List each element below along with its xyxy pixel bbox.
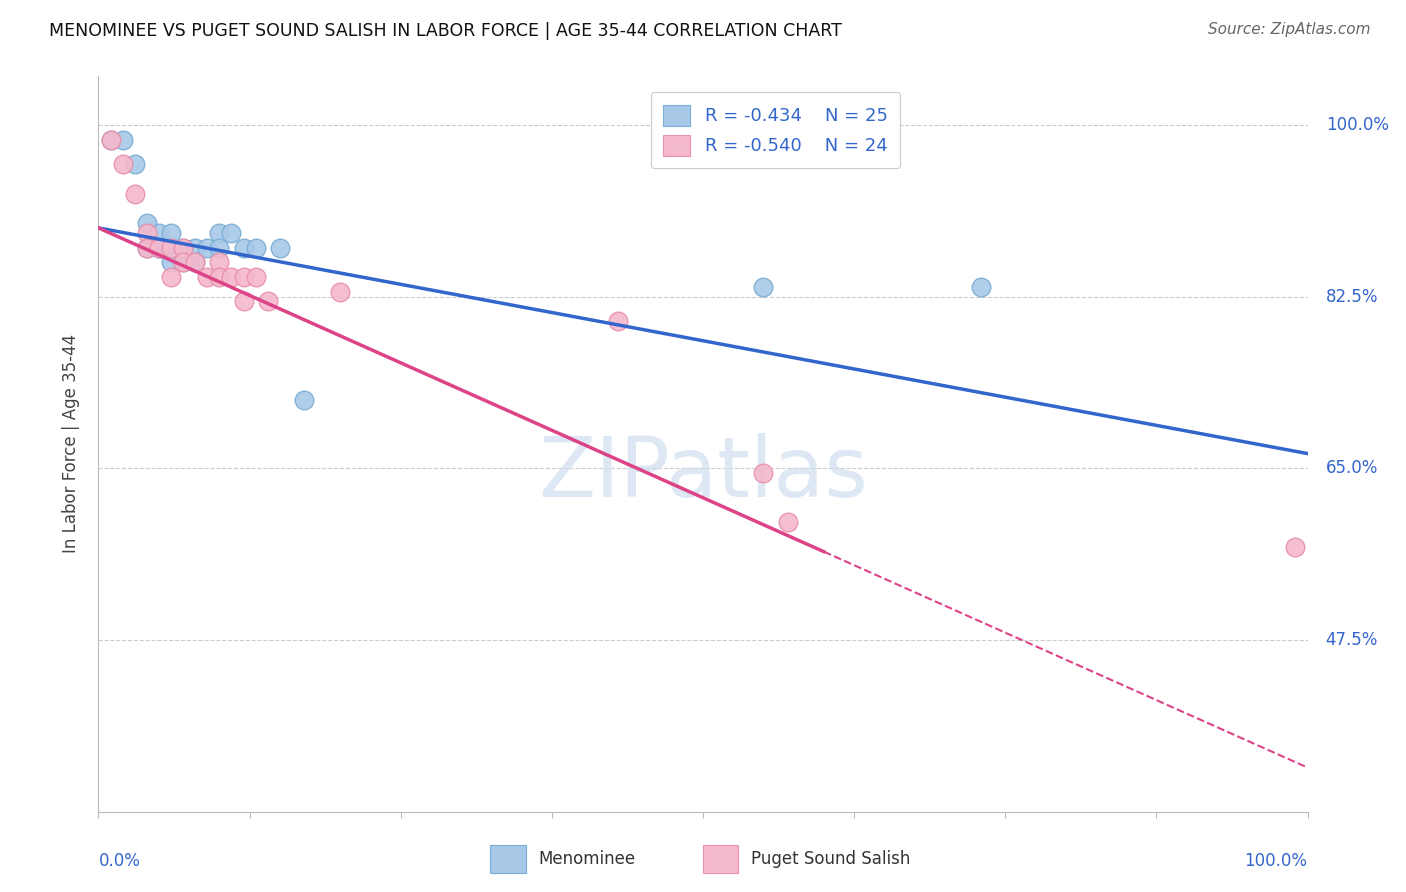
Point	[752, 466, 775, 480]
Y-axis label: In Labor Force | Age 35-44: In Labor Force | Age 35-44	[62, 334, 80, 553]
Point	[172, 255, 194, 269]
Text: 82.5%: 82.5%	[1326, 287, 1378, 306]
Point	[776, 516, 799, 530]
Point	[1284, 540, 1306, 554]
Point	[195, 269, 218, 284]
Point	[148, 240, 170, 255]
Point	[245, 240, 267, 255]
Point	[269, 240, 291, 255]
Text: MENOMINEE VS PUGET SOUND SALISH IN LABOR FORCE | AGE 35-44 CORRELATION CHART: MENOMINEE VS PUGET SOUND SALISH IN LABOR…	[49, 22, 842, 40]
Point	[195, 240, 218, 255]
Point	[184, 255, 207, 269]
Point	[208, 255, 231, 269]
Text: 47.5%: 47.5%	[1326, 631, 1378, 649]
Point	[292, 392, 315, 407]
Point	[184, 255, 207, 269]
Text: Source: ZipAtlas.com: Source: ZipAtlas.com	[1208, 22, 1371, 37]
Text: ZIPatlas: ZIPatlas	[538, 433, 868, 514]
Bar	[491, 845, 526, 872]
Point	[232, 240, 254, 255]
Text: 65.0%: 65.0%	[1326, 459, 1378, 477]
Point	[148, 226, 170, 240]
Point	[100, 132, 122, 146]
Point	[148, 240, 170, 255]
Point	[160, 269, 183, 284]
Point	[172, 255, 194, 269]
Point	[245, 269, 267, 284]
Point	[232, 269, 254, 284]
Point	[208, 269, 231, 284]
Point	[221, 226, 243, 240]
Point	[135, 240, 157, 255]
Point	[135, 216, 157, 230]
Point	[184, 240, 207, 255]
Point	[172, 240, 194, 255]
Point	[160, 226, 183, 240]
Point	[160, 240, 183, 255]
Point	[172, 240, 194, 255]
Text: Puget Sound Salish: Puget Sound Salish	[751, 849, 911, 868]
Point	[100, 132, 122, 146]
Point	[208, 226, 231, 240]
Point	[111, 157, 134, 171]
Point	[148, 240, 170, 255]
Point	[135, 226, 157, 240]
Point	[124, 186, 146, 201]
Text: 100.0%: 100.0%	[1244, 852, 1308, 871]
Text: Menominee: Menominee	[538, 849, 636, 868]
Point	[329, 285, 352, 299]
Point	[221, 269, 243, 284]
Text: 100.0%: 100.0%	[1326, 116, 1389, 134]
Point	[970, 280, 993, 294]
Legend: R = -0.434    N = 25, R = -0.540    N = 24: R = -0.434 N = 25, R = -0.540 N = 24	[651, 92, 900, 169]
Point	[160, 240, 183, 255]
Point	[208, 240, 231, 255]
Point	[232, 294, 254, 309]
Point	[111, 132, 134, 146]
Point	[135, 240, 157, 255]
Point	[752, 280, 775, 294]
Text: 0.0%: 0.0%	[98, 852, 141, 871]
Bar	[703, 845, 738, 872]
Point	[256, 294, 278, 309]
Point	[124, 157, 146, 171]
Point	[160, 255, 183, 269]
Point	[607, 314, 630, 328]
